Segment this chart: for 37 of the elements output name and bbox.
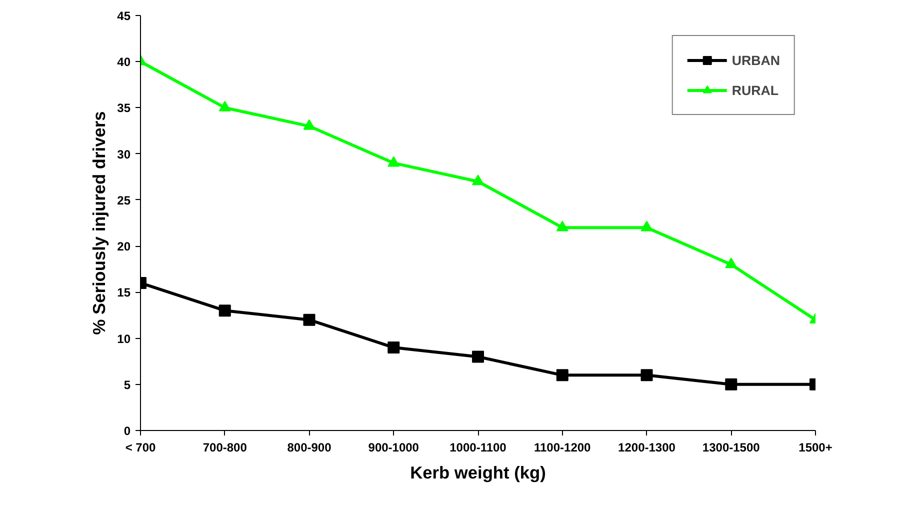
legend-label: RURAL — [732, 82, 779, 98]
x-tick-label: 1300-1500 — [702, 440, 760, 454]
point — [640, 220, 653, 232]
x-tick-label: 700-800 — [202, 440, 248, 454]
y-tick-label: 45 — [117, 9, 131, 23]
point — [472, 174, 484, 186]
y-tick-label: 30 — [117, 147, 131, 162]
point — [218, 100, 231, 112]
x-tick-label: 1500+ — [798, 440, 832, 454]
point — [388, 156, 400, 167]
x-tick-label: 1100-1200 — [534, 440, 592, 454]
x-tick-label: < 700 — [125, 440, 156, 454]
x-tick-label: 800-900 — [287, 440, 332, 454]
y-axis-title: % Seriously injured drivers — [89, 111, 110, 335]
x-tick-label: 1000-1100 — [450, 440, 507, 454]
point — [303, 119, 316, 130]
point — [218, 304, 231, 317]
point — [472, 350, 484, 363]
x-tick-label: 1200-1300 — [618, 440, 676, 454]
point — [725, 258, 738, 268]
y-tick-label: 5 — [124, 378, 131, 392]
point — [388, 342, 400, 354]
y-tick-label: 25 — [117, 193, 131, 208]
point — [640, 369, 653, 382]
y-tick-label: 0 — [124, 424, 131, 438]
x-axis-title: Kerb weight (kg) — [410, 462, 546, 482]
x-tick-label: 900-1000 — [368, 440, 420, 454]
point — [556, 369, 568, 382]
y-tick-label: 20 — [117, 240, 131, 254]
point — [303, 314, 316, 326]
legend-label: URBAN — [732, 52, 780, 68]
point — [556, 220, 568, 232]
point — [725, 378, 738, 390]
y-tick-label: 40 — [117, 55, 131, 70]
y-tick-label: 35 — [117, 101, 131, 116]
y-tick-label: 15 — [117, 286, 131, 300]
y-tick-label: 10 — [117, 332, 131, 346]
